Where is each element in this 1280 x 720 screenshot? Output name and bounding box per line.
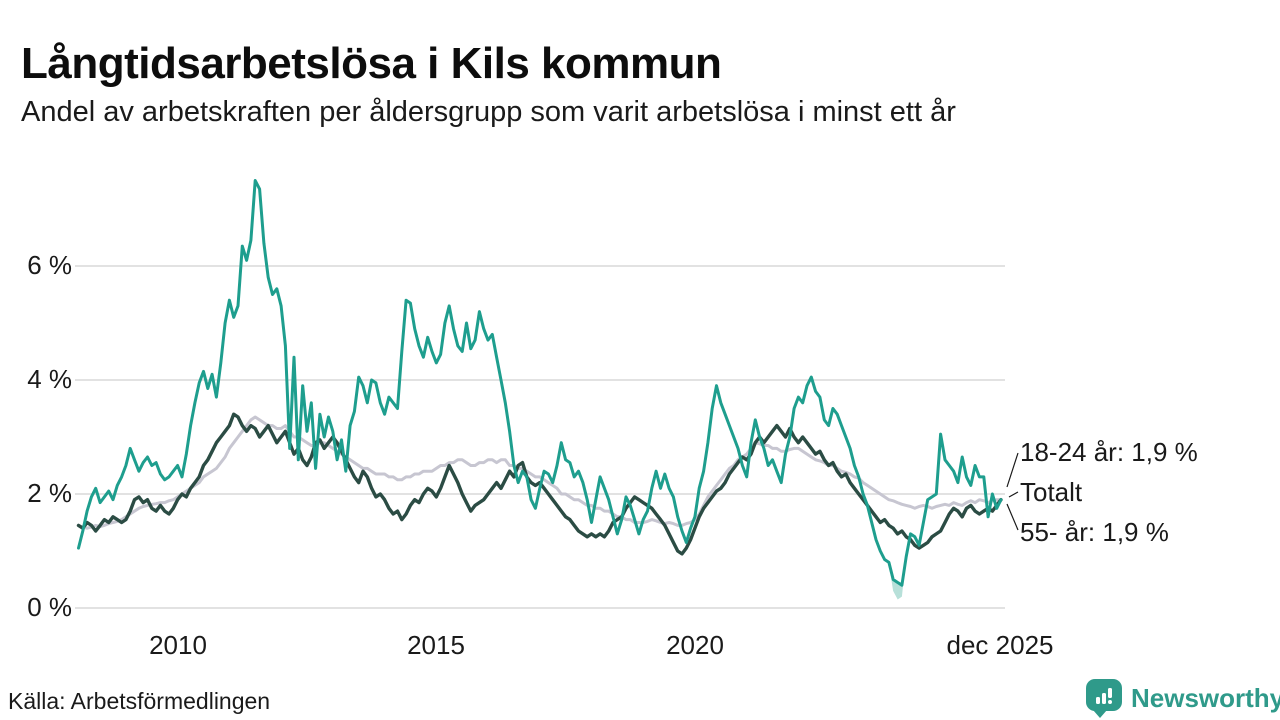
bar-chart-map-pin-icon [1086, 679, 1122, 718]
series-line-18-24-r [77, 179, 1003, 587]
x-axis-tick-2010: 2010 [149, 630, 207, 660]
series-lines [76, 179, 1003, 587]
uncertainty-band [888, 556, 906, 600]
y-axis-tick-0: 0 % [27, 592, 72, 622]
gridlines [75, 265, 1005, 609]
logo-exclamation [1108, 688, 1112, 704]
end-label-totalt: Totalt [1020, 477, 1083, 507]
end-label-connectors [1006, 452, 1019, 531]
source-credit: Källa: Arbetsförmedlingen [8, 688, 271, 714]
y-axis-tick-2: 2 % [27, 478, 72, 508]
x-axis-tick-2015: 2015 [407, 630, 465, 660]
x-axis-tick-dec-2025: dec 2025 [946, 630, 1054, 660]
x-axis-tick-2020: 2020 [666, 630, 724, 660]
brand-logo: Newsworthy [1086, 679, 1280, 719]
y-axis-tick-6: 6 % [27, 250, 72, 280]
logo-bar-short [1096, 697, 1100, 704]
logo-bar-tall [1102, 693, 1106, 704]
uncertainty-band-polygon [888, 556, 906, 600]
series-line-totalt [77, 415, 1003, 530]
brand-name: Newsworthy [1131, 683, 1280, 713]
y-axis-tick-4: 4 % [27, 364, 72, 394]
end-label-55: 55- år: 1,9 % [1020, 517, 1169, 547]
page-title: Långtidsarbetslösa i Kils kommun [21, 39, 722, 89]
chart-subtitle: Andel av arbetskraften per åldersgrupp s… [21, 96, 956, 128]
end-label-18-24: 18-24 år: 1,9 % [1020, 437, 1198, 467]
